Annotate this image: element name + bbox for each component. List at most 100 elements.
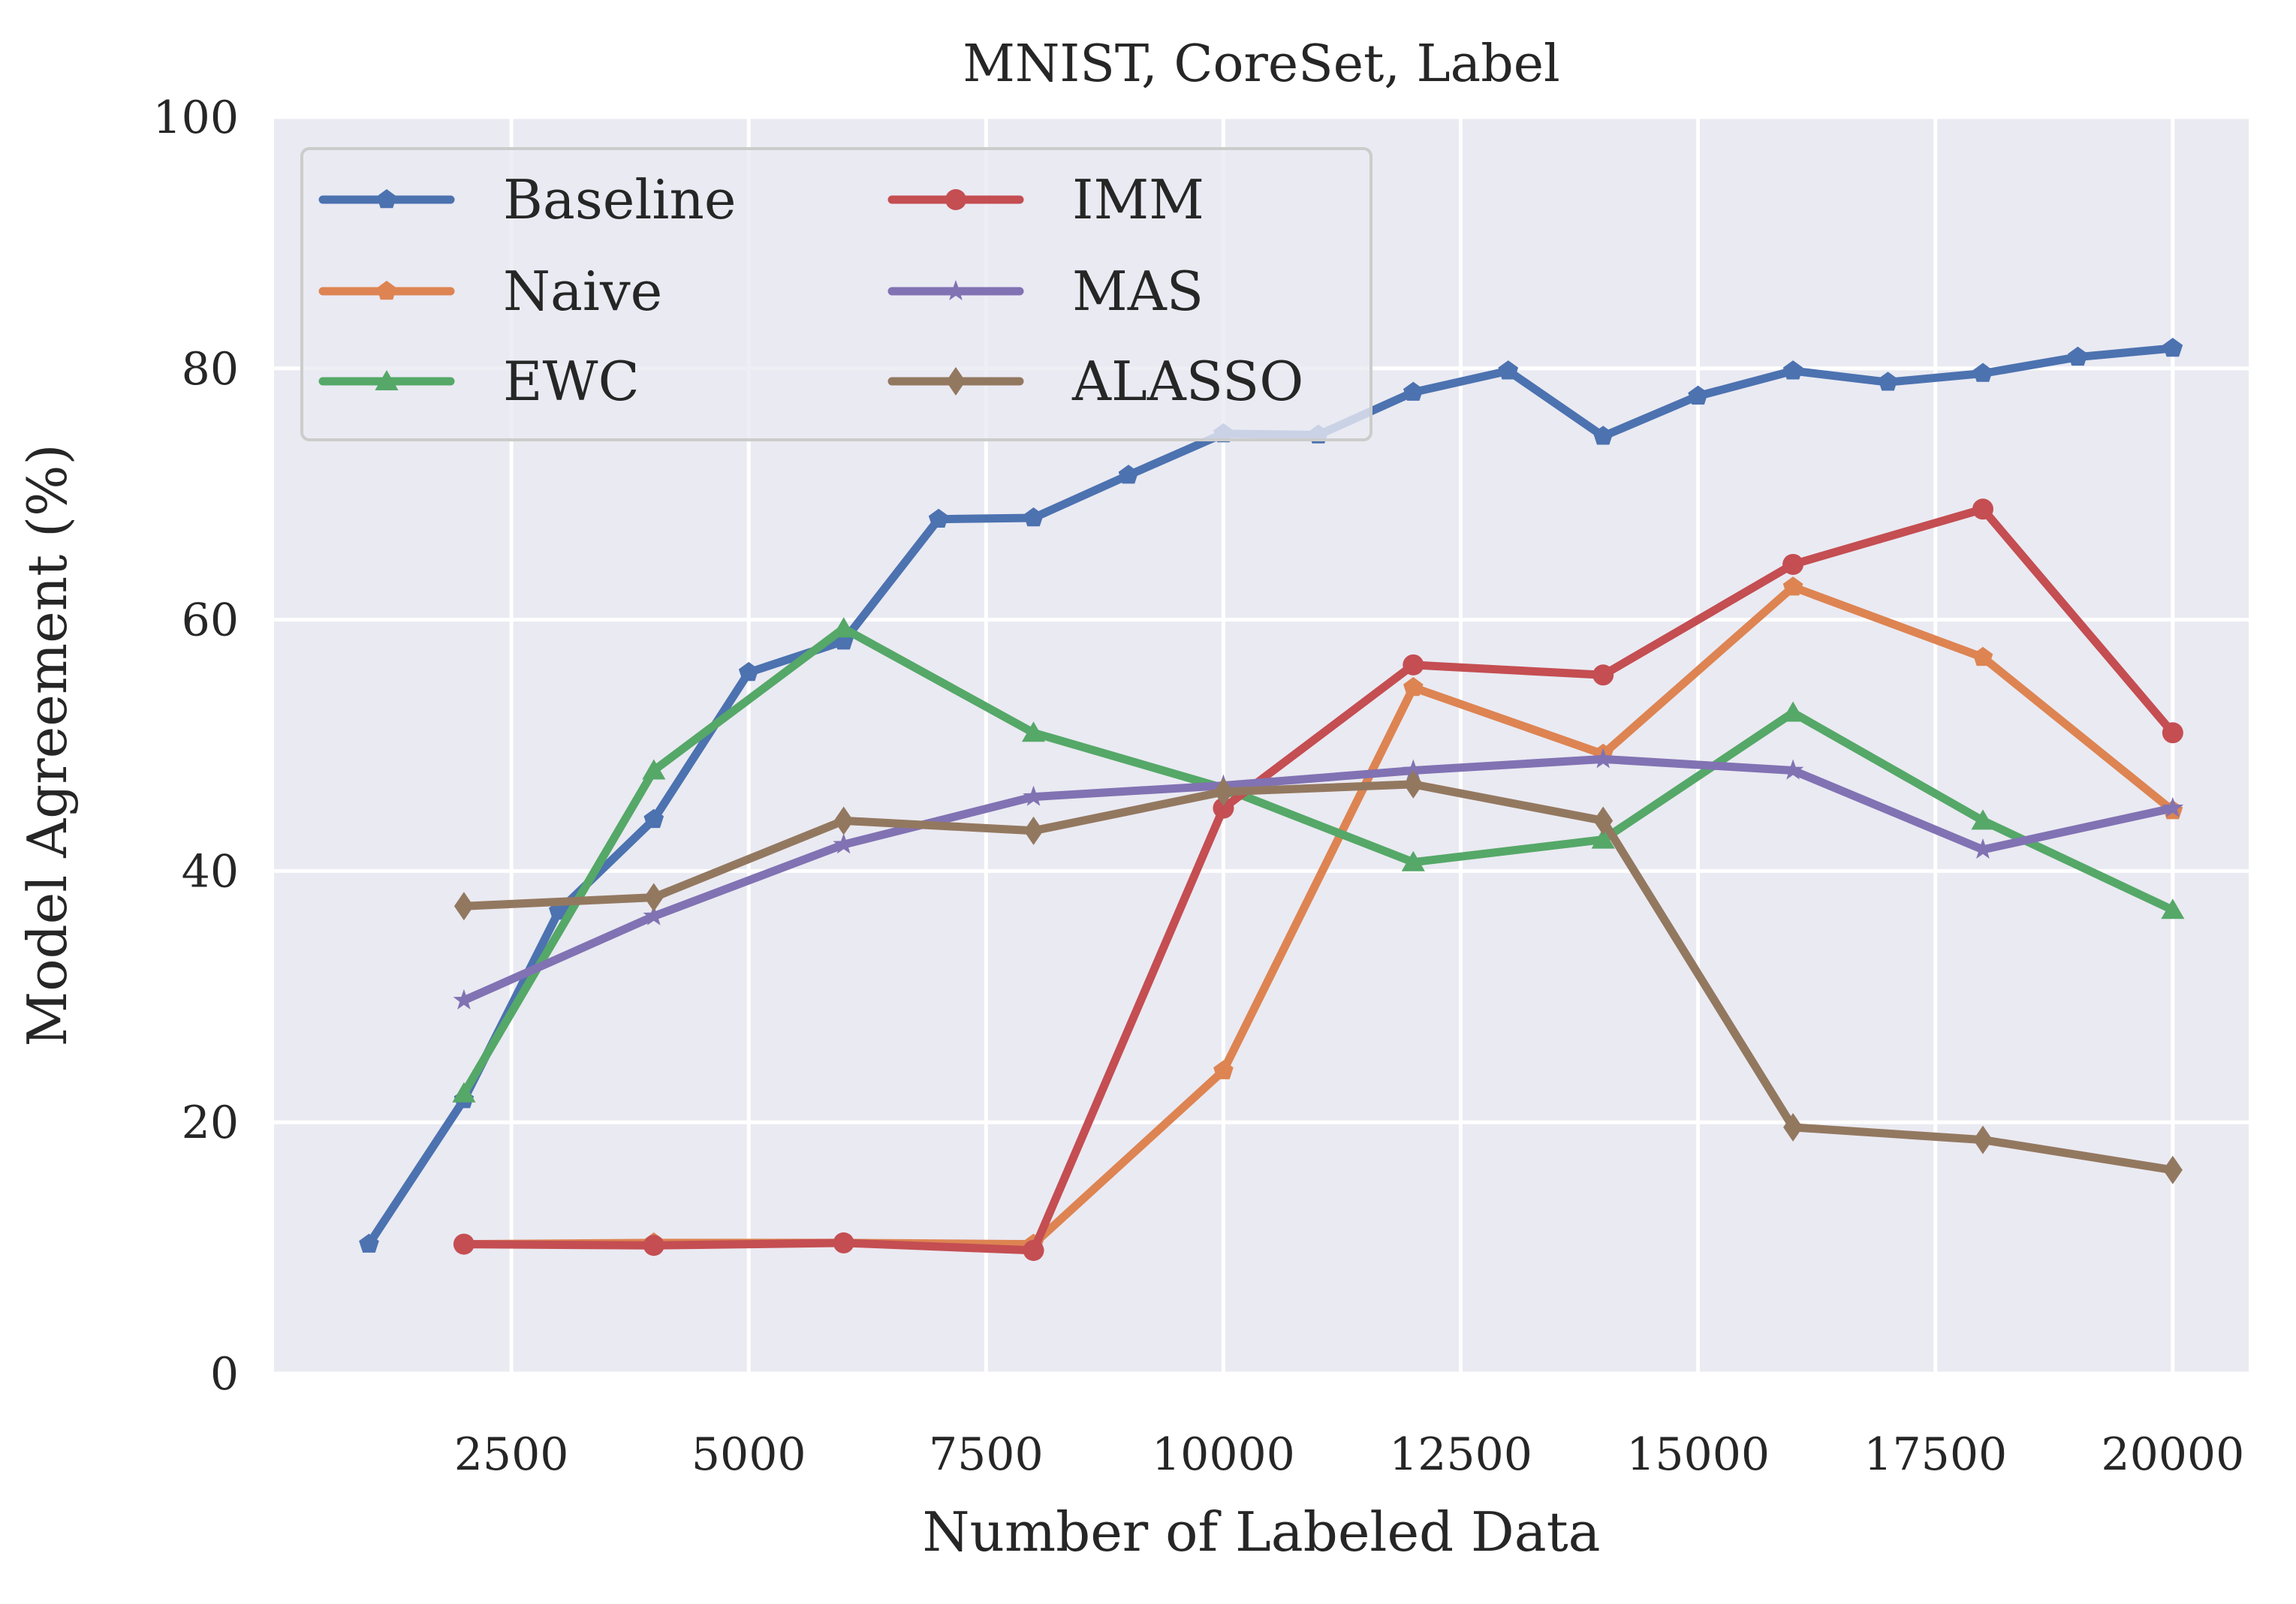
legend-item-baseline: Baseline	[318, 168, 736, 231]
alasso-point	[643, 883, 664, 912]
baseline-point	[1972, 363, 1993, 382]
series-layer	[359, 338, 2185, 1261]
baseline-point	[928, 508, 949, 528]
legend-box	[300, 147, 1372, 441]
imm-point	[1403, 654, 1424, 676]
legend-label-imm: IMM	[1072, 168, 1204, 231]
x-tick-label: 10000	[1152, 1428, 1295, 1481]
mas-point	[1592, 748, 1614, 769]
alasso-point	[1972, 1125, 1993, 1154]
ewc-point	[642, 759, 666, 780]
legend-item-alasso: ALASSO	[887, 350, 1303, 413]
baseline-point	[1118, 465, 1139, 484]
imm-point	[1972, 498, 1993, 520]
alasso-point	[1783, 1112, 1803, 1142]
legend-label-mas: MAS	[1072, 260, 1204, 323]
alasso-point	[453, 892, 474, 921]
imm-point	[2162, 722, 2183, 744]
ewc-point	[1781, 701, 1805, 722]
imm-point	[643, 1235, 664, 1256]
alasso-point	[1403, 769, 1424, 799]
ewc-point	[1022, 721, 1046, 742]
baseline-point	[1403, 381, 1424, 401]
baseline-point	[1023, 507, 1044, 527]
ewc-point	[2161, 898, 2185, 919]
y-tick-label: 40	[182, 845, 239, 898]
x-tick-label: 20000	[2101, 1428, 2244, 1481]
alasso-point	[833, 806, 854, 835]
mas-line	[460, 754, 2177, 1005]
ewc-point	[1591, 828, 1615, 849]
x-tick-label: 2500	[454, 1428, 569, 1481]
y-tick-label: 100	[152, 92, 239, 144]
alasso-point	[1593, 806, 1614, 835]
y-tick-label: 20	[182, 1097, 239, 1149]
ewc-point	[1971, 809, 1995, 830]
mas-point	[643, 904, 664, 925]
legend-label-alasso: ALASSO	[1071, 350, 1303, 413]
y-tick-label: 80	[182, 343, 239, 396]
baseline-point	[1878, 372, 1898, 391]
ewc-point	[452, 1082, 476, 1103]
series-imm	[453, 498, 2183, 1261]
legend-label-ewc: EWC	[503, 350, 640, 413]
baseline-point	[2068, 346, 2088, 366]
legend-marker-naive	[376, 281, 397, 300]
naive-point	[1213, 1060, 1234, 1079]
legend-item-naive: Naive	[318, 260, 662, 323]
legend-item-imm: IMM	[887, 168, 1204, 231]
ewc-line	[460, 624, 2177, 1098]
baseline-point	[2162, 338, 2183, 357]
y-tick-label: 0	[210, 1348, 239, 1401]
x-tick-label: 5000	[692, 1428, 806, 1481]
baseline-point	[1688, 385, 1708, 405]
legend-item-ewc: EWC	[318, 350, 640, 413]
chart-title: MNIST, CoreSet, Label	[963, 35, 1559, 94]
x-tick-label: 15000	[1626, 1428, 1770, 1481]
mas-point	[2162, 796, 2184, 817]
legend-marker-mas	[945, 280, 967, 301]
imm-point	[1023, 1239, 1044, 1261]
baseline-point	[1592, 426, 1614, 445]
legend-marker-alasso	[946, 367, 966, 396]
x-tick-label: 12500	[1389, 1428, 1532, 1481]
mas-point	[1782, 759, 1804, 780]
series-alasso	[453, 769, 2183, 1184]
y-axis-title: Model Agreement (%)	[16, 444, 79, 1046]
naive-point	[1403, 677, 1424, 697]
mas-point	[453, 989, 475, 1010]
imm-point	[1213, 797, 1234, 819]
tick-labels: 2500 5000 7500 10000 12500 15000 17500 20000 0 20…	[152, 92, 2244, 1481]
baseline-point	[643, 808, 664, 829]
imm-point	[833, 1232, 854, 1253]
imm-point	[453, 1233, 475, 1255]
baseline-point	[1782, 360, 1803, 380]
legend-marker-imm	[945, 189, 966, 210]
mas-point	[1403, 759, 1424, 780]
naive-point	[1782, 576, 1803, 596]
mas-point	[1023, 785, 1044, 806]
alasso-point	[1023, 816, 1044, 845]
ewc-point	[1401, 850, 1425, 871]
x-tick-label: 17500	[1864, 1428, 2007, 1481]
legend-label-baseline: Baseline	[503, 168, 736, 231]
mas-point	[833, 833, 854, 854]
legend-item-mas: MAS	[887, 260, 1204, 323]
y-tick-label: 60	[182, 594, 239, 647]
baseline-point	[359, 1233, 379, 1253]
ewc-point	[832, 617, 856, 638]
alasso-line	[460, 780, 2177, 1175]
naive-point	[1972, 646, 1993, 667]
alasso-point	[1213, 777, 1234, 806]
imm-point	[1592, 664, 1614, 686]
baseline-point	[1498, 360, 1519, 380]
legend-label-naive: Naive	[503, 260, 662, 323]
imm-line	[460, 504, 2177, 1255]
alasso-point	[2162, 1155, 2183, 1184]
mas-point	[1972, 838, 1994, 859]
baseline-point	[738, 661, 759, 682]
legend-marker-baseline	[376, 189, 397, 209]
imm-point	[1782, 553, 1804, 575]
